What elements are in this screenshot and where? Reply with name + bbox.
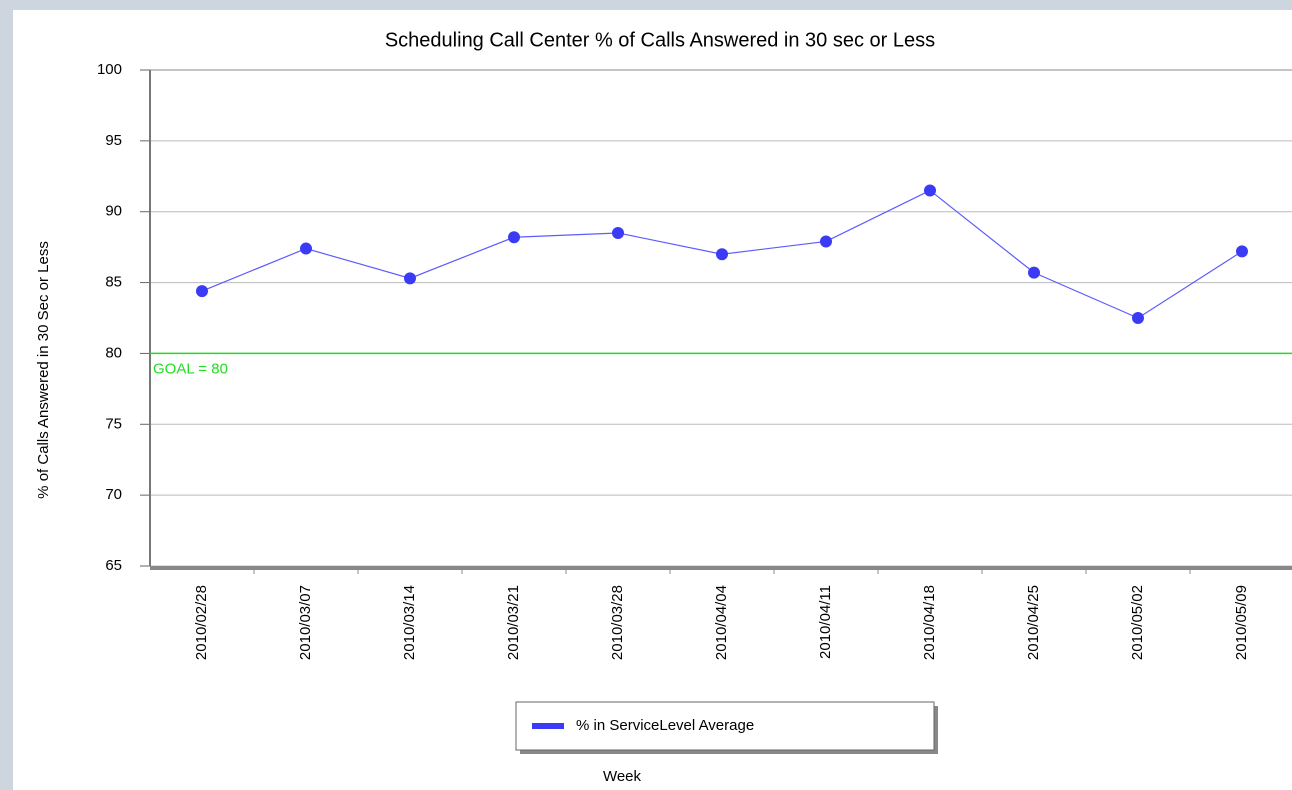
data-point [924, 184, 936, 197]
x-tick-label: 2010/04/18 [921, 585, 938, 660]
data-point [1028, 266, 1040, 279]
x-tick-label: 2010/03/21 [505, 585, 522, 660]
y-tick-label: 65 [105, 557, 122, 574]
y-tick-label: 75 [105, 415, 122, 432]
grid: 65 70 75 80 85 90 95 100 GOAL = 80 2010/02/28 2010… [97, 61, 1292, 660]
y-tick-label: 80 [105, 344, 122, 361]
x-axis-label: Week [603, 768, 642, 785]
x-tick-label: 2010/03/07 [297, 585, 314, 660]
x-tick-label: 2010/04/11 [817, 585, 834, 659]
data-point [1132, 312, 1144, 324]
legend [515, 701, 935, 751]
chart-background [13, 10, 1292, 790]
data-point [508, 231, 520, 244]
x-tick-label: 2010/05/09 [1233, 585, 1250, 660]
goal-label: GOAL = 80 [153, 360, 228, 377]
x-tick-label: 2010/04/04 [713, 585, 730, 660]
y-tick-label: 85 [105, 274, 122, 291]
data-point [196, 285, 208, 298]
y-tick-label: 70 [105, 486, 122, 503]
x-tick-label: 2010/02/28 [193, 585, 210, 660]
y-tick-label: 95 [105, 132, 122, 149]
x-tick-label: 2010/04/25 [1025, 585, 1042, 660]
data-point [300, 242, 312, 255]
y-tick-label: 90 [105, 203, 122, 220]
legend-label: % in ServiceLevel Average [576, 717, 754, 734]
chart-title: Scheduling Call Center % of Calls Answer… [385, 29, 935, 51]
y-tick-label: 100 [97, 61, 122, 78]
data-point [820, 235, 832, 248]
y-axis-label: % of Calls Answered in 30 Sec or Less [35, 241, 52, 499]
x-tick-label: 2010/03/14 [401, 585, 418, 660]
data-point [612, 226, 624, 239]
data-point [716, 248, 728, 261]
data-point [404, 272, 416, 285]
plot [196, 184, 1248, 324]
x-tick-label: 2010/03/28 [609, 585, 626, 660]
data-point [1236, 245, 1248, 258]
x-tick-label: 2010/05/02 [1129, 585, 1146, 660]
legend-swatch [532, 723, 564, 729]
